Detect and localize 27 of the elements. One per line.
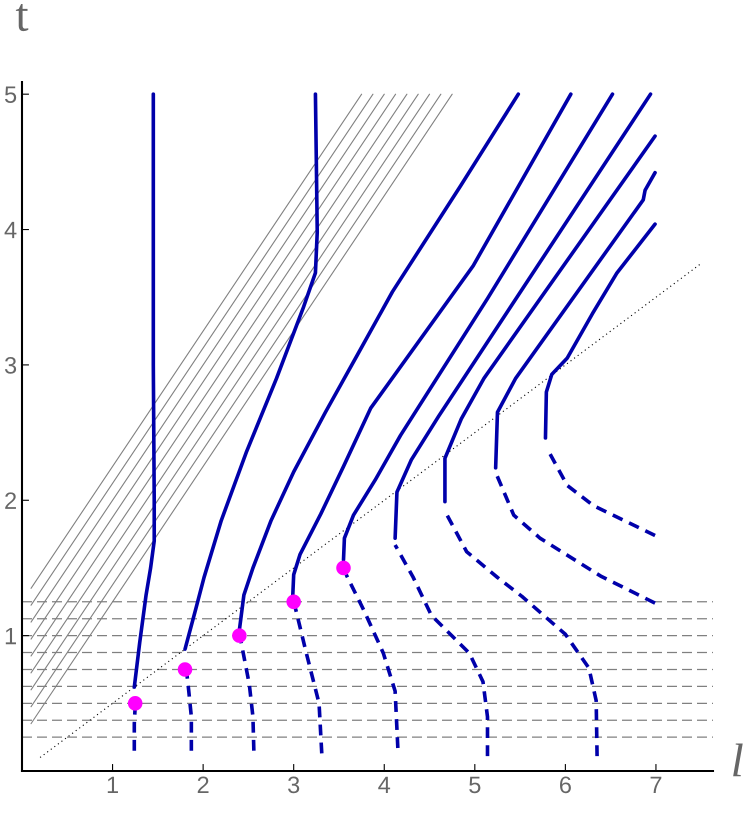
line-series [494, 472, 657, 605]
y-tick-label: 4 [4, 222, 16, 238]
y-tick-label: 5 [4, 86, 16, 103]
point [128, 696, 142, 711]
point [232, 628, 247, 643]
x-tick-label: 1 [108, 776, 118, 793]
point [286, 594, 301, 610]
line-series [393, 543, 490, 758]
x-tick-label: 4 [378, 776, 390, 793]
line-series [443, 134, 657, 504]
x-tick-label: 6 [560, 776, 571, 794]
x-tick-label: 2 [198, 776, 209, 793]
x-tick-label: 3 [288, 776, 300, 794]
x-tick-label: 7 [650, 776, 662, 793]
x-axis-title: l [733, 743, 743, 776]
point [336, 560, 351, 576]
line-series [544, 222, 657, 440]
line-series [494, 170, 657, 470]
x-tick-label: 5 [469, 776, 480, 794]
line-series [132, 92, 156, 689]
y-tick-label: 3 [4, 356, 16, 374]
line-series [183, 92, 320, 651]
y-tick-label: 1 [6, 628, 16, 644]
line-series [393, 92, 652, 540]
y-axis-title: t [16, 4, 28, 32]
y-tick-label: 2 [5, 492, 16, 509]
point [178, 662, 192, 677]
